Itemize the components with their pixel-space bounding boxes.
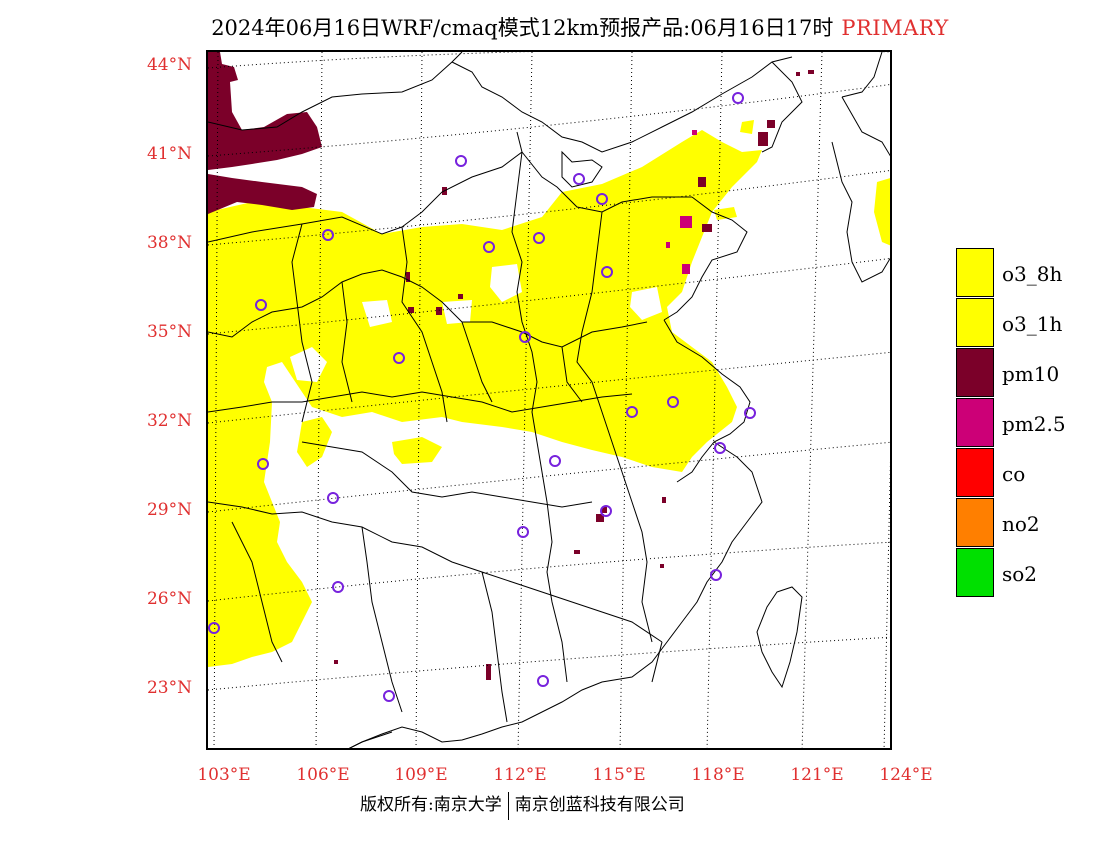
- province-borders: [208, 52, 890, 748]
- legend-label: co: [1002, 462, 1026, 486]
- lon-label-109: 109°E: [394, 765, 448, 785]
- map-title: 2024年06月16日WRF/cmaq模式12km预报产品:06月16日17时 P…: [0, 12, 1100, 42]
- lon-label-103: 103°E: [197, 765, 251, 785]
- station-marker: [519, 331, 531, 343]
- pm25-area: [666, 130, 697, 274]
- station-marker: [483, 241, 495, 253]
- pm10-area: [208, 52, 814, 680]
- station-marker: [208, 622, 220, 634]
- lat-label-35: 35°N: [146, 322, 192, 342]
- map-canvas: [208, 52, 890, 748]
- lat-label-38: 38°N: [146, 233, 192, 253]
- station-marker: [537, 675, 549, 687]
- station-markers: [208, 92, 756, 702]
- legend-label: o3_1h: [1002, 312, 1063, 336]
- footer-divider: [507, 791, 509, 820]
- graticule: [208, 52, 890, 748]
- map-panel: [206, 50, 892, 750]
- station-marker: [573, 173, 585, 185]
- copyright-footer: 版权所有:南京大学 南京创蓝科技有限公司: [360, 790, 685, 820]
- station-marker: [626, 406, 638, 418]
- station-marker: [600, 505, 612, 517]
- legend-swatch: [956, 548, 994, 597]
- station-marker: [533, 232, 545, 244]
- lon-label-121: 121°E: [790, 765, 844, 785]
- station-marker: [744, 407, 756, 419]
- station-marker: [257, 458, 269, 470]
- o3-gaps: [290, 264, 662, 382]
- station-marker: [596, 193, 608, 205]
- lat-label-29: 29°N: [146, 500, 192, 520]
- station-marker: [601, 266, 613, 278]
- station-marker: [255, 299, 267, 311]
- legend-swatch: [956, 448, 994, 497]
- station-marker: [383, 690, 395, 702]
- legend-label: pm10: [1002, 362, 1060, 386]
- legend-swatch: [956, 348, 994, 397]
- lat-label-23: 23°N: [146, 678, 192, 698]
- copyright-left: 版权所有:南京大学: [360, 795, 502, 815]
- station-marker: [549, 455, 561, 467]
- station-marker: [322, 229, 334, 241]
- legend-swatch: [956, 248, 994, 297]
- station-marker: [517, 526, 529, 538]
- lon-label-118: 118°E: [691, 765, 745, 785]
- legend-label: so2: [1002, 562, 1038, 586]
- o3-area: [208, 120, 890, 667]
- station-marker: [732, 92, 744, 104]
- legend-label: pm2.5: [1002, 412, 1066, 436]
- lat-label-32: 32°N: [146, 411, 192, 431]
- station-marker: [455, 155, 467, 167]
- station-marker: [332, 581, 344, 593]
- lon-label-115: 115°E: [592, 765, 646, 785]
- legend-label: no2: [1002, 512, 1040, 536]
- lon-label-106: 106°E: [296, 765, 350, 785]
- lon-label-112: 112°E: [493, 765, 547, 785]
- legend-swatch: [956, 398, 994, 447]
- primary-badge: PRIMARY: [841, 16, 949, 40]
- lon-label-124: 124°E: [879, 765, 933, 785]
- legend-swatch: [956, 298, 994, 347]
- station-marker: [714, 442, 726, 454]
- lat-label-41: 41°N: [146, 144, 192, 164]
- lat-label-44: 44°N: [146, 55, 192, 75]
- lat-label-26: 26°N: [146, 589, 192, 609]
- legend-swatch: [956, 498, 994, 547]
- legend-label: o3_8h: [1002, 262, 1063, 286]
- station-marker: [393, 352, 405, 364]
- title-text: 2024年06月16日WRF/cmaq模式12km预报产品:06月16日17时: [211, 16, 834, 40]
- station-marker: [327, 492, 339, 504]
- station-marker: [710, 569, 722, 581]
- station-marker: [667, 396, 679, 408]
- copyright-right: 南京创蓝科技有限公司: [514, 795, 685, 815]
